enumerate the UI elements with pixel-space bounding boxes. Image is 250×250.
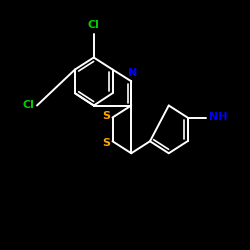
Text: N: N [128,68,137,78]
Text: Cl: Cl [22,100,34,110]
Text: S: S [102,138,110,147]
Text: Cl: Cl [88,20,100,30]
Text: NH: NH [209,112,227,122]
Text: S: S [102,111,110,121]
